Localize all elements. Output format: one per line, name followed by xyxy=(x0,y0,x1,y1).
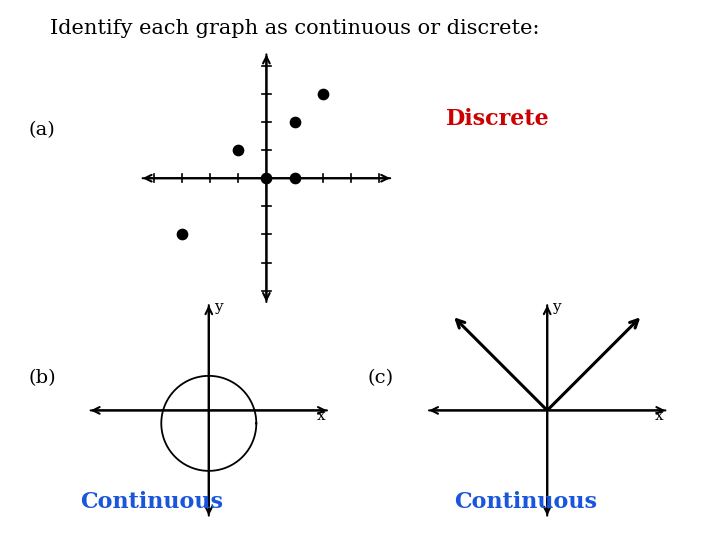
Text: Continuous: Continuous xyxy=(80,491,222,513)
Point xyxy=(289,118,300,126)
Text: (a): (a) xyxy=(29,120,55,139)
Text: x: x xyxy=(655,409,664,423)
Text: y: y xyxy=(552,300,561,314)
Point xyxy=(261,174,272,183)
Text: Continuous: Continuous xyxy=(454,491,597,513)
Text: Discrete: Discrete xyxy=(446,108,550,130)
Point xyxy=(317,90,328,98)
Point xyxy=(289,174,300,183)
Text: (c): (c) xyxy=(367,369,393,387)
Text: Identify each graph as continuous or discrete:: Identify each graph as continuous or dis… xyxy=(50,19,540,38)
Text: y: y xyxy=(214,300,222,314)
Text: x: x xyxy=(317,409,325,423)
Text: (b): (b) xyxy=(29,369,56,387)
Point xyxy=(176,230,188,239)
Point xyxy=(233,146,244,154)
